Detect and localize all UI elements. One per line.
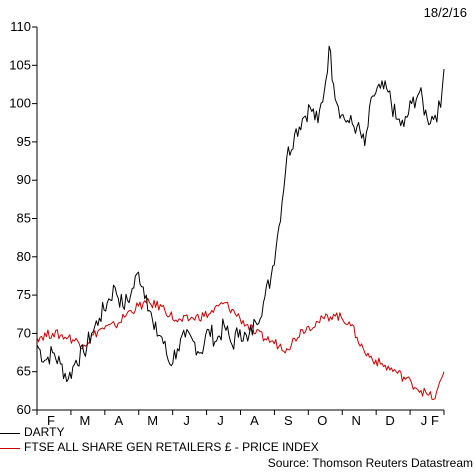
y-tick-label: 105 <box>9 57 31 72</box>
x-tick-label: S <box>284 413 293 425</box>
y-tick-label: 75 <box>17 287 31 302</box>
x-tick-label: M <box>79 413 90 425</box>
x-tick-label: A <box>250 413 259 425</box>
series-line-darty <box>36 45 445 383</box>
legend-label-ftse: FTSE ALL SHARE GEN RETAILERS £ - PRICE I… <box>24 440 319 454</box>
x-tick-label: J <box>217 413 224 425</box>
y-tick-label: 100 <box>9 96 31 111</box>
y-tick-label: 80 <box>17 249 31 264</box>
legend-swatch-ftse <box>0 448 20 449</box>
legend-label-darty: DARTY <box>24 425 65 439</box>
x-tick-label: N <box>352 413 361 425</box>
chart-date: 18/2/16 <box>423 5 467 20</box>
legend-item-darty: DARTY <box>0 425 475 440</box>
series-layer <box>36 45 445 400</box>
x-tick-label: O <box>317 413 327 425</box>
legend-swatch-darty <box>0 433 20 434</box>
x-tick-label: J <box>421 413 428 425</box>
x-tick-label: J <box>183 413 190 425</box>
y-tick-label: 85 <box>17 211 31 226</box>
y-tick-label: 70 <box>17 325 31 340</box>
y-tick-label: 65 <box>17 364 31 379</box>
y-tick-label: 95 <box>17 134 31 149</box>
legend: DARTY FTSE ALL SHARE GEN RETAILERS £ - P… <box>0 425 475 455</box>
x-tick-label: F <box>47 413 55 425</box>
x-tick-label: D <box>385 413 394 425</box>
y-axis: 60 65 70 75 80 85 90 95 100 105 110 <box>9 19 38 417</box>
y-tick-label: 110 <box>10 19 31 34</box>
legend-item-ftse: FTSE ALL SHARE GEN RETAILERS £ - PRICE I… <box>0 440 475 455</box>
x-tick-label: M <box>147 413 158 425</box>
y-tick-label: 60 <box>17 402 31 417</box>
y-tick-label: 90 <box>17 172 31 187</box>
series-line-ftse <box>36 297 445 400</box>
source-note: Source: Thomson Reuters Datastream <box>267 456 473 470</box>
x-tick-label: A <box>114 413 123 425</box>
x-tick-label: F <box>431 413 439 425</box>
